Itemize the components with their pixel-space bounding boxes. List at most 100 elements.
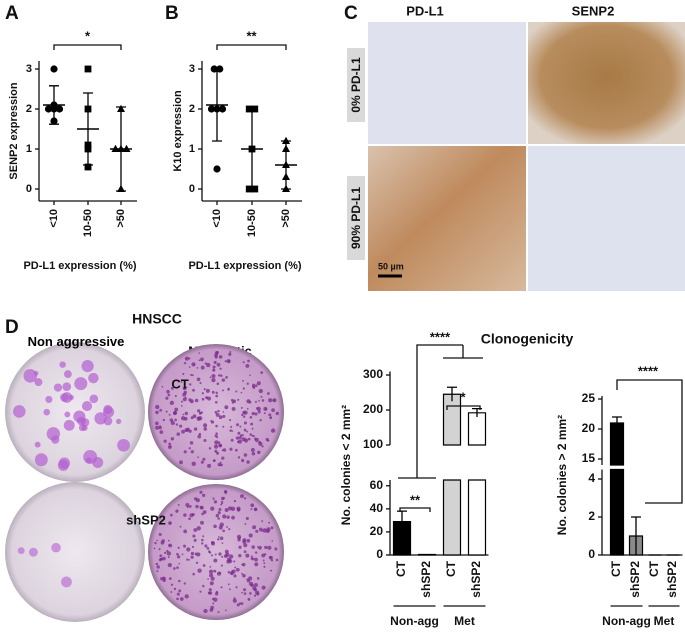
colony	[184, 411, 188, 416]
panel-label: A	[5, 3, 19, 24]
colony	[235, 390, 238, 393]
colony	[252, 525, 257, 530]
colony	[173, 587, 177, 591]
colony	[242, 361, 245, 364]
error-bar	[212, 68, 222, 142]
colony	[227, 570, 231, 574]
x-tick-label: <10	[48, 209, 60, 228]
colony	[89, 394, 99, 404]
colony	[159, 554, 163, 558]
colony	[201, 538, 204, 542]
colony	[176, 592, 180, 596]
colony	[258, 399, 260, 402]
colony	[214, 449, 218, 453]
colony	[229, 447, 233, 451]
colony	[215, 590, 219, 594]
colony	[228, 352, 232, 356]
colony	[241, 413, 244, 417]
colony	[193, 497, 198, 501]
data-point	[50, 65, 58, 73]
colony	[217, 374, 221, 377]
colony	[257, 450, 261, 455]
colony	[211, 373, 216, 379]
colony	[188, 558, 191, 561]
colony	[254, 551, 258, 554]
data-point	[207, 105, 216, 113]
error-bar	[247, 108, 257, 190]
group-label: Met	[654, 614, 675, 628]
colony	[221, 378, 226, 382]
y-tick-label: 2	[588, 509, 595, 523]
colony	[244, 523, 247, 525]
y-tick-label: 0	[588, 547, 595, 561]
colony	[59, 361, 66, 368]
colony	[88, 372, 99, 384]
y-tick-label: 2	[189, 103, 195, 115]
y-tick-label: 3	[189, 63, 195, 75]
colony	[215, 412, 220, 417]
colony	[211, 390, 215, 394]
colony	[253, 594, 257, 597]
colony	[197, 416, 203, 421]
colony	[34, 453, 48, 467]
colony	[215, 424, 218, 428]
x-tick-label: shSP2	[419, 561, 433, 598]
significance-label: *	[85, 28, 91, 43]
colony	[208, 447, 212, 450]
colony	[94, 412, 107, 425]
colony	[229, 419, 232, 422]
colony	[261, 399, 265, 402]
colony	[259, 419, 262, 422]
colony	[181, 429, 185, 434]
colony	[222, 414, 226, 418]
y-tick-label: 0	[376, 547, 383, 561]
colony	[199, 490, 203, 494]
colony	[167, 539, 170, 542]
colony	[212, 497, 215, 500]
colony	[61, 392, 73, 403]
data-point	[213, 165, 221, 173]
colony	[236, 506, 241, 511]
column-header: SENP2	[572, 3, 615, 18]
colony	[242, 387, 245, 390]
colony	[270, 526, 274, 530]
colony	[183, 544, 187, 548]
colony	[243, 543, 248, 548]
colony	[200, 365, 205, 370]
colony	[243, 453, 248, 457]
colony	[222, 529, 225, 533]
significance-bracket	[399, 507, 431, 512]
colony	[168, 445, 172, 449]
column-header: PD-L1	[406, 3, 444, 18]
colony	[198, 352, 200, 354]
colony	[180, 400, 183, 403]
colony	[252, 386, 256, 389]
colony	[271, 540, 274, 542]
colony	[225, 609, 227, 612]
significance-label: ****	[638, 363, 659, 378]
colony	[228, 528, 231, 531]
panel-label: D	[5, 317, 19, 338]
colony	[209, 565, 212, 568]
colony	[241, 572, 243, 575]
panel-label: C	[344, 3, 358, 24]
x-tick-label: shSP2	[665, 561, 679, 598]
colony	[209, 573, 214, 578]
colony	[208, 588, 212, 592]
colony	[202, 564, 206, 567]
micrograph	[368, 146, 526, 291]
colony	[249, 374, 251, 376]
colony	[243, 592, 247, 595]
colony	[268, 413, 272, 417]
colony	[249, 592, 252, 595]
colony	[222, 425, 225, 428]
colony	[204, 544, 208, 548]
colony	[246, 407, 249, 410]
colony	[183, 582, 186, 585]
colony	[214, 434, 218, 438]
colony	[218, 507, 222, 511]
colony	[63, 419, 75, 431]
significance-bracket	[616, 379, 683, 504]
colony	[116, 418, 122, 424]
colony	[206, 396, 212, 401]
